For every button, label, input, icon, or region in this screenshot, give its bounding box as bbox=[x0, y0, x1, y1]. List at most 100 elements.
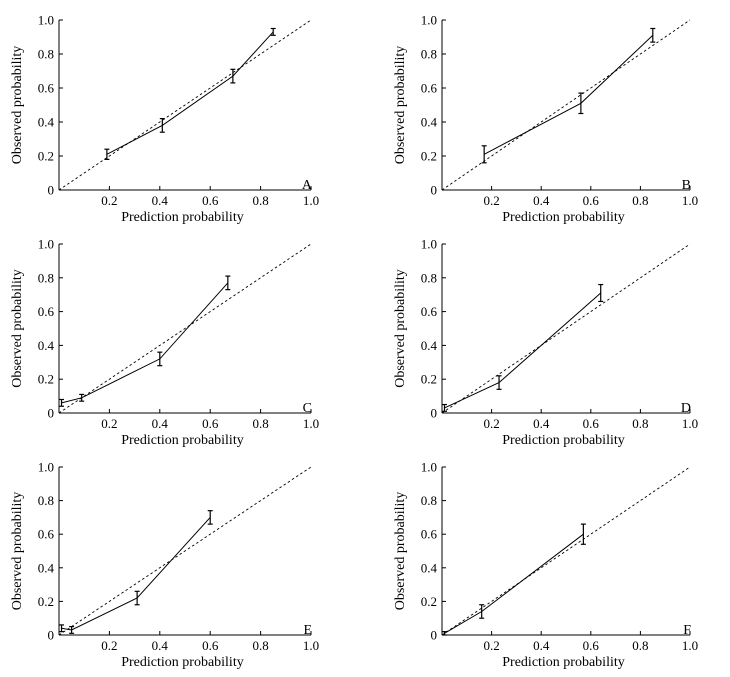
panel-e-y-tick-label: 0.8 bbox=[38, 493, 54, 508]
panel-d-point bbox=[441, 403, 447, 412]
panel-a-x-axis-title: Prediction probability bbox=[121, 210, 243, 225]
panel-a-x-tick-label: 0.2 bbox=[101, 193, 117, 208]
panel-e-x-tick-label: 1.0 bbox=[303, 638, 319, 653]
panel-e-letter: E bbox=[303, 623, 312, 638]
panel-b-y-tick-label: 0 bbox=[431, 183, 438, 198]
panel-a: 00.20.40.60.81.00.2 0.4 0.6 0.8 1.0APredicti… bbox=[10, 13, 319, 226]
panel-b-point bbox=[650, 27, 656, 43]
panel-e-y-tick-label: 0.4 bbox=[38, 560, 55, 575]
panel-f-y-tick-label: 0.4 bbox=[421, 560, 438, 575]
panel-c-y-tick-label: 0 bbox=[48, 406, 55, 421]
panel-a-y-tick-label: 0.8 bbox=[38, 47, 54, 62]
panel-b-point bbox=[578, 92, 584, 115]
panel-b-x-tick-label: 0.2 bbox=[483, 193, 499, 208]
panel-c-x-tick-label: 1.0 bbox=[303, 416, 319, 431]
panel-c: 00.20.40.60.81.00.2 0.4 0.6 0.8 1.0CPredicti… bbox=[10, 237, 319, 449]
panel-e-y-tick-label: 1.0 bbox=[38, 460, 54, 475]
panel-f-x-tick-label: 0.2 bbox=[483, 638, 499, 653]
panel-a-y-tick-label: 0.4 bbox=[38, 115, 55, 130]
panel-a-reference-line bbox=[58, 19, 312, 191]
panel-f-letter: F bbox=[683, 623, 691, 638]
panel-e-x-tick-label: 0.6 bbox=[202, 638, 219, 653]
panel-c-letter: C bbox=[303, 401, 312, 416]
panel-c-x-tick-label: 0.8 bbox=[252, 416, 268, 431]
panel-c-reference-line bbox=[58, 243, 312, 414]
panel-f-y-axis-title: Observed probability bbox=[393, 492, 408, 611]
panel-b-reference-line bbox=[441, 19, 691, 191]
panel-c-point bbox=[59, 398, 65, 407]
panel-f-y-tick-label: 0.2 bbox=[421, 594, 437, 609]
panel-a-x-tick-label: 1.0 bbox=[303, 193, 319, 208]
panel-b-x-tick-label: 1.0 bbox=[682, 193, 698, 208]
panel-e-point bbox=[134, 590, 140, 606]
panel-a-calibration-line bbox=[106, 31, 274, 155]
panel-f-calibration-line bbox=[444, 533, 584, 634]
panel-e-point bbox=[207, 510, 213, 525]
panel-f-x-tick-label: 0.6 bbox=[583, 638, 600, 653]
panel-f: 00.20.40.60.81.00.2 0.4 0.6 0.8 1.0FPredicti… bbox=[393, 460, 698, 671]
panel-b-y-tick-label: 0.8 bbox=[421, 47, 437, 62]
panel-a-y-tick-label: 1.0 bbox=[38, 13, 54, 28]
panel-d-point bbox=[598, 283, 604, 303]
panel-a-y-tick-label: 0.6 bbox=[38, 81, 55, 96]
panel-f-point bbox=[580, 523, 586, 545]
panel-f-y-tick-label: 0.8 bbox=[421, 493, 437, 508]
panel-a-point bbox=[159, 117, 165, 133]
panel-d-x-axis-title: Prediction probability bbox=[502, 433, 624, 448]
panel-a-point bbox=[104, 148, 110, 160]
panel-c-x-tick-label: 0.6 bbox=[202, 416, 219, 431]
panel-d-y-tick-label: 0.4 bbox=[421, 338, 438, 353]
panel-e: 00.20.40.60.81.00.2 0.4 0.6 0.8 1.0EPredicti… bbox=[10, 460, 319, 671]
panel-a-y-tick-label: 0.2 bbox=[38, 149, 54, 164]
panel-b-x-tick-label: 0.6 bbox=[583, 193, 600, 208]
panel-a-y-tick-label: 0 bbox=[48, 183, 55, 198]
panel-d-y-tick-label: 0.8 bbox=[421, 270, 437, 285]
panel-e-y-tick-label: 0 bbox=[48, 628, 55, 643]
panel-e-point bbox=[59, 624, 65, 633]
panel-e-y-axis-title: Observed probability bbox=[10, 492, 25, 611]
panel-f-x-tick-label: 1.0 bbox=[682, 638, 698, 653]
panel-d-y-tick-label: 1.0 bbox=[421, 237, 437, 252]
panel-f-y-tick-label: 1.0 bbox=[421, 460, 437, 475]
panel-d-y-axis-title: Observed probability bbox=[393, 269, 408, 388]
panel-d-x-tick-label: 1.0 bbox=[682, 416, 698, 431]
panel-d-x-tick-label: 0.2 bbox=[483, 416, 499, 431]
panel-d-y-tick-label: 0 bbox=[431, 406, 438, 421]
panel-b-x-tick-label: 0.4 bbox=[533, 193, 550, 208]
panel-f-reference-line bbox=[441, 466, 691, 636]
panel-c-point bbox=[79, 393, 85, 402]
panel-f-x-axis-title: Prediction probability bbox=[502, 655, 624, 670]
panel-b-x-axis-title: Prediction probability bbox=[502, 210, 624, 225]
panel-a-x-tick-label: 0.8 bbox=[252, 193, 268, 208]
panel-c-y-tick-label: 0.8 bbox=[38, 270, 54, 285]
panel-c-x-tick-label: 0.4 bbox=[152, 416, 169, 431]
panel-b-y-tick-label: 0.6 bbox=[421, 81, 438, 96]
panel-c-x-axis-title: Prediction probability bbox=[121, 433, 243, 448]
panel-d-point bbox=[496, 375, 502, 390]
panel-b-calibration-line bbox=[483, 34, 654, 155]
panel-f-x-tick-label: 0.8 bbox=[632, 638, 648, 653]
panel-b-point bbox=[481, 145, 487, 164]
panel-f-point bbox=[479, 604, 485, 619]
panel-d: 00.20.40.60.81.00.2 0.4 0.6 0.8 1.0DPredicti… bbox=[393, 237, 698, 449]
panel-e-x-tick-label: 0.8 bbox=[252, 638, 268, 653]
panel-c-y-tick-label: 0.2 bbox=[38, 372, 54, 387]
panel-c-y-axis-title: Observed probability bbox=[10, 269, 25, 388]
panel-f-y-tick-label: 0.6 bbox=[421, 527, 438, 542]
panel-b-y-axis-title: Observed probability bbox=[393, 46, 408, 165]
panel-b-y-tick-label: 0.4 bbox=[421, 115, 438, 130]
panel-a-x-tick-label: 0.6 bbox=[202, 193, 219, 208]
panel-e-calibration-line bbox=[61, 517, 211, 631]
panel-c-x-tick-label: 0.2 bbox=[101, 416, 117, 431]
panel-b-y-tick-label: 0.2 bbox=[421, 149, 437, 164]
panel-f-x-tick-label: 0.4 bbox=[533, 638, 550, 653]
panel-e-x-tick-label: 0.2 bbox=[101, 638, 117, 653]
panel-d-reference-line bbox=[441, 243, 691, 414]
panel-d-x-tick-label: 0.6 bbox=[583, 416, 600, 431]
panel-e-y-tick-label: 0.6 bbox=[38, 527, 55, 542]
panel-b-letter: B bbox=[682, 178, 691, 193]
panel-b-y-tick-label: 1.0 bbox=[421, 13, 437, 28]
panel-c-point bbox=[157, 351, 163, 367]
panel-d-letter: D bbox=[681, 401, 691, 416]
